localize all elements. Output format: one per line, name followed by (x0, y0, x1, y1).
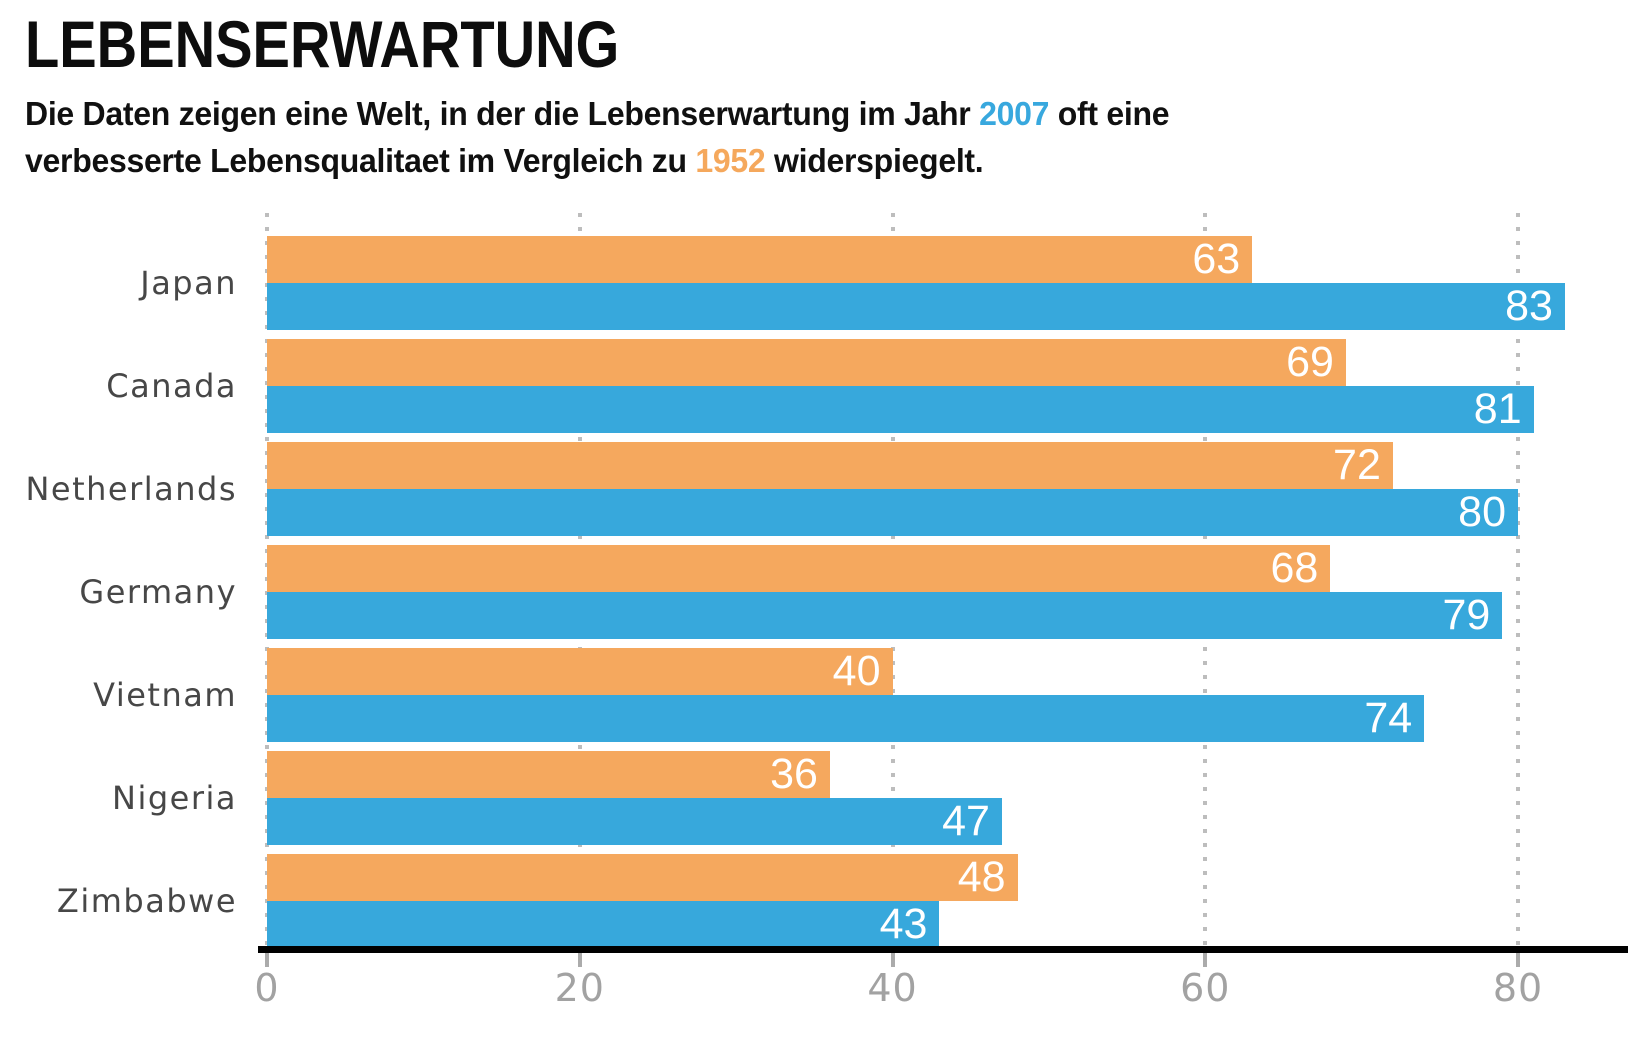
subtitle-line1-pre: Die Daten zeigen eine Welt, in der die L… (25, 95, 980, 132)
bar-value-canada-2007: 81 (1473, 385, 1522, 433)
bar-netherlands-2007: 80 (267, 488, 1518, 536)
category-label-nigeria: Nigeria (112, 779, 237, 817)
x-tick-0 (265, 953, 269, 967)
bar-canada-1952: 69 (267, 338, 1346, 386)
bar-vietnam-1952: 40 (267, 647, 893, 695)
category-label-vietnam: Vietnam (93, 676, 237, 714)
x-axis-line (258, 946, 1628, 953)
bar-value-zimbabwe-2007: 43 (879, 900, 928, 948)
subtitle-line2-post: widerspiegelt. (765, 142, 984, 179)
subtitle-line1-post: oft eine (1049, 95, 1170, 132)
bar-value-vietnam-2007: 74 (1364, 694, 1413, 742)
chart-title: LEBENSERWARTUNG (25, 7, 620, 81)
bar-vietnam-2007: 74 (267, 694, 1425, 742)
category-label-japan: Japan (140, 264, 237, 302)
bar-zimbabwe-1952: 48 (267, 853, 1018, 901)
bar-value-germany-1952: 68 (1270, 544, 1319, 592)
bar-germany-2007: 79 (267, 591, 1503, 639)
x-tick-label-80: 80 (1492, 966, 1544, 1010)
category-label-zimbabwe: Zimbabwe (56, 882, 237, 920)
x-tick-60 (1203, 953, 1208, 967)
bar-value-netherlands-2007: 80 (1458, 488, 1506, 536)
bar-value-japan-2007: 83 (1505, 282, 1553, 330)
subtitle-year-2007: 2007 (979, 95, 1050, 132)
subtitle-year-1952: 1952 (695, 142, 766, 179)
category-label-netherlands: Netherlands (25, 470, 237, 508)
chart-subtitle: Die Daten zeigen eine Welt, in der die L… (25, 90, 1170, 184)
x-tick-label-60: 60 (1180, 966, 1231, 1010)
bar-value-japan-1952: 63 (1192, 235, 1241, 283)
bar-canada-2007: 81 (267, 385, 1534, 433)
category-label-canada: Canada (106, 367, 237, 405)
bar-value-vietnam-1952: 40 (832, 647, 881, 695)
x-tick-80 (1516, 953, 1520, 967)
bar-value-zimbabwe-1952: 48 (957, 853, 1006, 901)
bar-netherlands-1952: 72 (267, 441, 1393, 489)
x-tick-label-40: 40 (867, 966, 918, 1010)
bar-value-germany-2007: 79 (1442, 591, 1491, 639)
bar-zimbabwe-2007: 43 (267, 900, 940, 948)
bar-japan-1952: 63 (267, 235, 1253, 283)
bar-nigeria-2007: 47 (267, 797, 1002, 845)
gridline-80 (1516, 213, 1520, 946)
x-tick-label-20: 20 (554, 966, 605, 1010)
x-tick-label-0: 0 (254, 966, 280, 1010)
category-label-germany: Germany (79, 573, 237, 611)
bar-value-canada-1952: 69 (1286, 338, 1334, 386)
bar-japan-2007: 83 (267, 282, 1565, 330)
subtitle-line2-pre: verbesserte Lebensqualitaet im Vergleich… (25, 142, 696, 179)
bar-nigeria-1952: 36 (267, 750, 830, 798)
x-tick-20 (577, 953, 582, 967)
x-tick-40 (890, 953, 895, 967)
bar-value-netherlands-1952: 72 (1333, 441, 1381, 489)
bar-value-nigeria-2007: 47 (942, 797, 990, 845)
bar-value-nigeria-1952: 36 (770, 750, 818, 798)
bar-germany-1952: 68 (267, 544, 1331, 592)
